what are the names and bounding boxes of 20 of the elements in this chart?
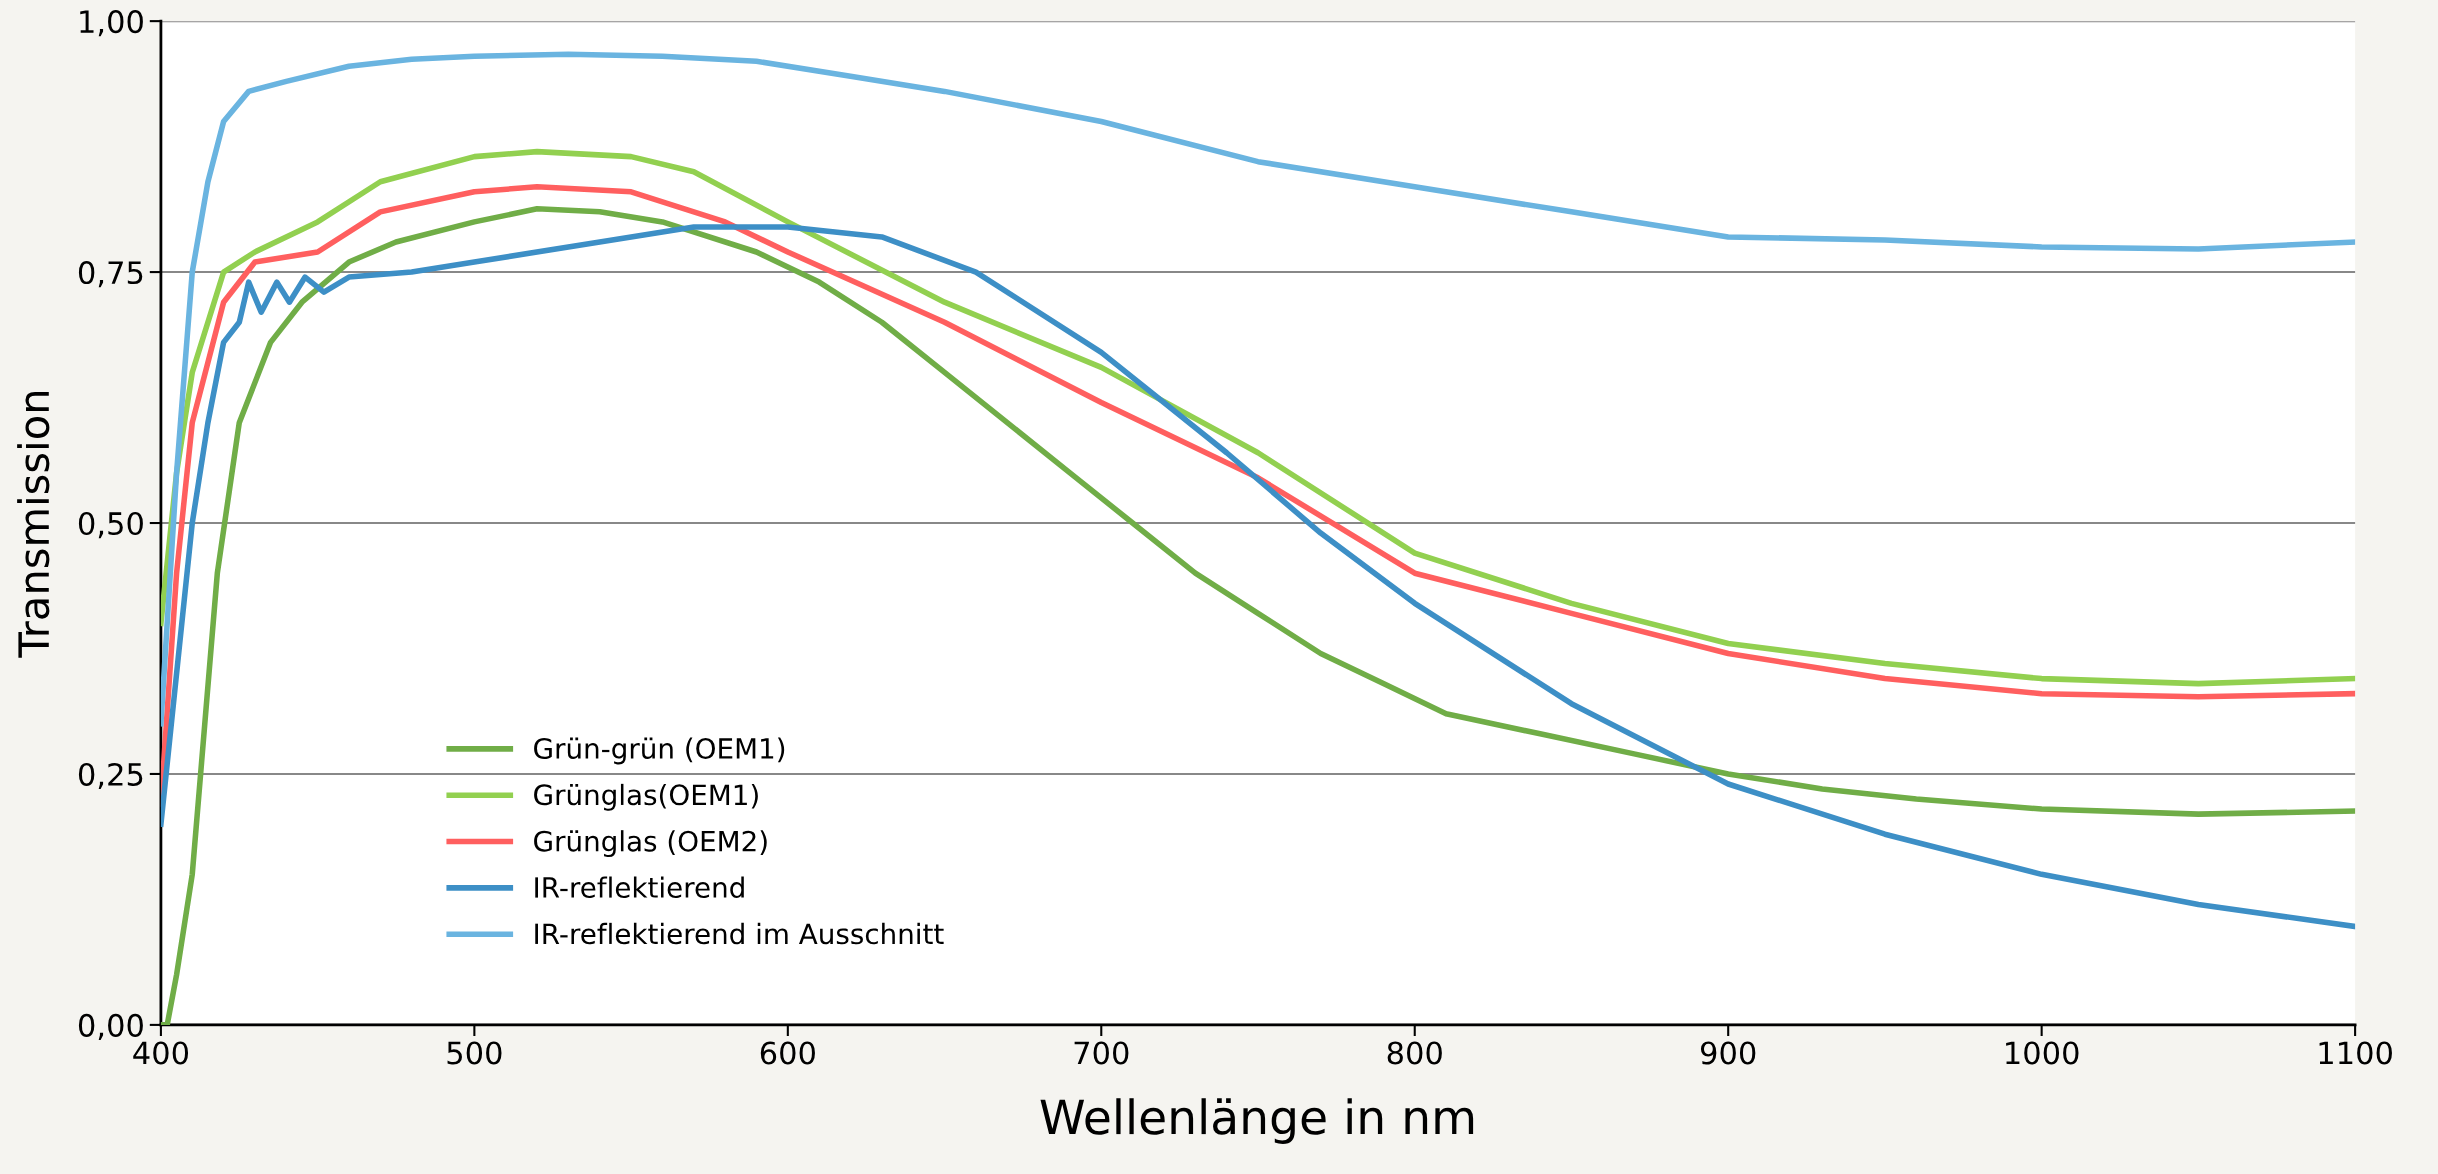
x-tick-label: 800 — [1387, 1041, 1442, 1065]
legend-label: Grün-grün (OEM1) — [534, 737, 785, 765]
x-tick-label: 1100 — [2319, 1041, 2392, 1065]
legend-label: IR-reflektierend — [535, 876, 744, 898]
x-tick-label: 600 — [760, 1041, 815, 1065]
y-tick-label: 0,00 — [78, 1013, 143, 1041]
x-axis-title: Wellenlänge in nm — [1040, 1098, 1474, 1144]
y-tick-label: 0,25 — [78, 762, 143, 790]
x-tick-label: 700 — [1074, 1041, 1129, 1065]
legend-label: IR-reflektierend im Ausschnitt — [535, 922, 944, 945]
legend-label: Grünglas (OEM2) — [534, 830, 767, 858]
x-tick-label: 1000 — [2006, 1041, 2079, 1065]
y-tick-label: 0,50 — [78, 511, 143, 539]
y-tick-label: 0,75 — [78, 261, 143, 288]
x-tick-label: 400 — [133, 1041, 189, 1065]
legend-label: Grünglas(OEM1) — [534, 783, 758, 811]
x-tick-label: 500 — [447, 1041, 502, 1065]
y-tick-label: 1,00 — [80, 10, 143, 37]
y-axis-title: Transmission — [17, 391, 50, 658]
x-tick-label: 900 — [1700, 1041, 1756, 1065]
